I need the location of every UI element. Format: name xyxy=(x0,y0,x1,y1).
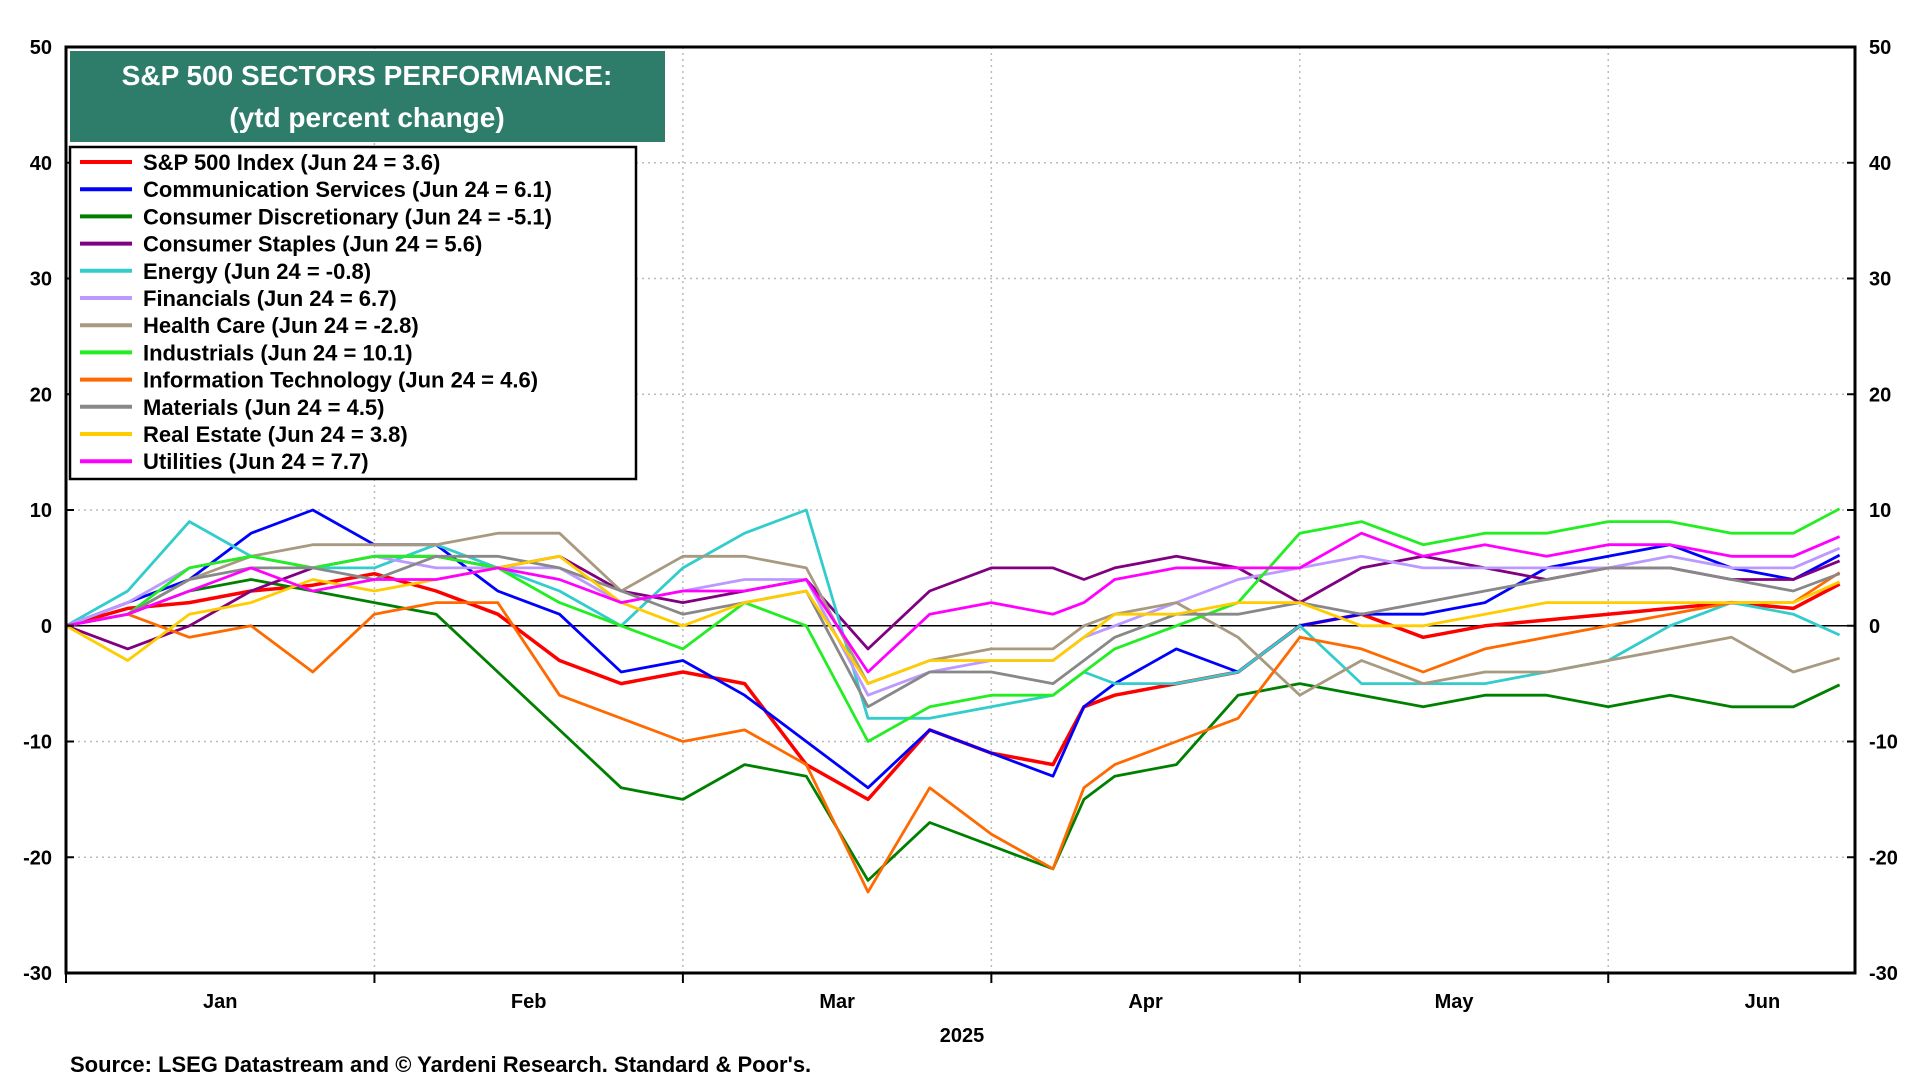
y-tick-label-right: 10 xyxy=(1869,500,1891,522)
chart-title: S&P 500 SECTORS PERFORMANCE: xyxy=(122,60,613,91)
x-axis: Jan Feb Mar Apr May Jun xyxy=(65,973,1781,1013)
y-tick-label-left: 40 xyxy=(30,153,52,175)
legend-label: Financials (Jun 24 = 6.7) xyxy=(143,286,397,311)
x-axis-year-label: 2025 xyxy=(940,1025,985,1047)
y-tick-label-left: 20 xyxy=(30,384,52,406)
x-tick-label: Mar xyxy=(819,991,855,1013)
chart-subtitle: (ytd percent change) xyxy=(229,102,504,133)
y-tick-label-right: 50 xyxy=(1869,37,1891,59)
legend-label: Health Care (Jun 24 = -2.8) xyxy=(143,313,419,338)
y-tick-label-left: 10 xyxy=(30,500,52,522)
series-layer xyxy=(65,507,1841,894)
legend-label: Real Estate (Jun 24 = 3.8) xyxy=(143,422,408,447)
y-axis-left: 50 40 30 20 10 0 -10 -20 -30 xyxy=(23,37,74,985)
title-box: S&P 500 SECTORS PERFORMANCE: (ytd percen… xyxy=(70,51,665,142)
series-line xyxy=(65,571,1841,894)
x-tick-label: May xyxy=(1435,991,1475,1013)
series-line xyxy=(65,531,1841,674)
y-tick-label-right: -10 xyxy=(1869,732,1898,754)
x-tick-label: Jan xyxy=(203,991,237,1013)
source-note: Source: LSEG Datastream and © Yardeni Re… xyxy=(70,1052,811,1077)
legend-label: Utilities (Jun 24 = 7.7) xyxy=(143,449,369,474)
legend: S&P 500 Index (Jun 24 = 3.6)Communicatio… xyxy=(68,145,638,481)
legend-label: Consumer Staples (Jun 24 = 5.6) xyxy=(143,232,482,257)
y-tick-label-right: 20 xyxy=(1869,384,1891,406)
y-axis-right: 50 40 30 20 10 0 -10 -20 -30 xyxy=(1847,37,1898,985)
y-tick-label-right: 30 xyxy=(1869,269,1891,291)
y-tick-label-right: -20 xyxy=(1869,847,1898,869)
legend-label: Industrials (Jun 24 = 10.1) xyxy=(143,340,413,365)
legend-label: Communication Services (Jun 24 = 6.1) xyxy=(143,177,552,202)
x-tick-label: Jun xyxy=(1745,991,1781,1013)
y-tick-label-right: -30 xyxy=(1869,963,1898,985)
x-tick-label: Feb xyxy=(511,991,547,1013)
y-tick-label-left: -30 xyxy=(23,963,52,985)
legend-label: Energy (Jun 24 = -0.8) xyxy=(143,259,371,284)
legend-box xyxy=(68,145,638,481)
series-line xyxy=(65,554,1841,685)
legend-label: S&P 500 Index (Jun 24 = 3.6) xyxy=(143,150,440,175)
x-tick-label: Apr xyxy=(1128,991,1163,1013)
series-line xyxy=(65,531,1840,697)
y-tick-label-right: 0 xyxy=(1869,616,1880,638)
y-tick-label-left: 30 xyxy=(30,269,52,291)
legend-label: Consumer Discretionary (Jun 24 = -5.1) xyxy=(143,204,552,229)
legend-label: Materials (Jun 24 = 4.5) xyxy=(143,395,385,420)
y-tick-label-right: 40 xyxy=(1869,153,1891,175)
y-tick-label-left: -10 xyxy=(23,732,52,754)
legend-label: Information Technology (Jun 24 = 4.6) xyxy=(143,368,538,393)
series-line xyxy=(65,507,1841,743)
y-tick-label-left: -20 xyxy=(23,847,52,869)
y-tick-label-left: 0 xyxy=(41,616,52,638)
y-tick-label-left: 50 xyxy=(30,37,52,59)
series-line xyxy=(65,578,1841,882)
